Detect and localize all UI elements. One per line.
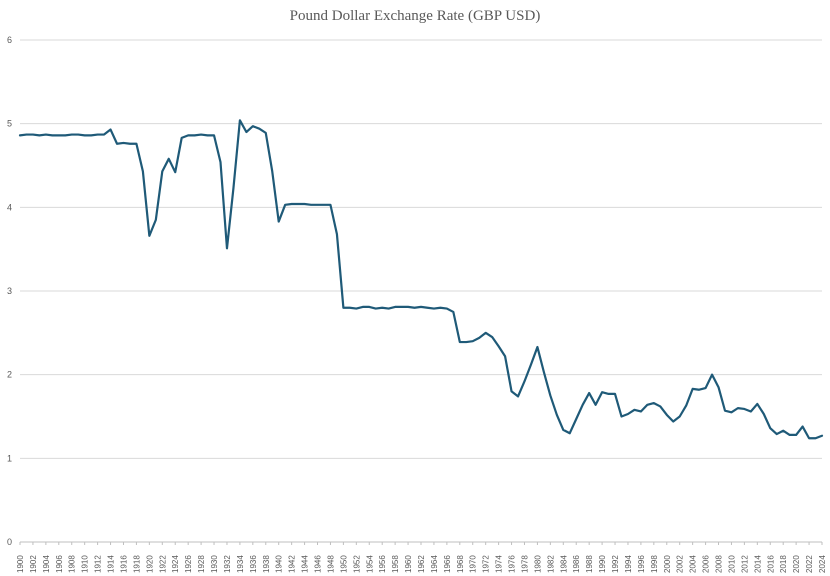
x-tick-label: 1942 [288,555,297,573]
x-tick-label: 1948 [326,555,335,573]
x-tick-label: 1974 [495,555,504,573]
x-tick-label: 1920 [145,555,154,573]
x-tick-label: 1934 [236,555,245,573]
x-tick-label: 2006 [702,555,711,573]
y-tick-label: 0 [7,537,12,547]
x-tick-label: 1900 [16,555,25,573]
x-tick-label: 1922 [158,555,167,573]
x-tick-label: 1986 [572,555,581,573]
x-tick-label: 1926 [184,555,193,573]
x-tick-label: 1962 [417,555,426,573]
x-tick-label: 1908 [68,555,77,573]
x-tick-label: 2024 [818,555,827,573]
x-tick-label: 1958 [391,555,400,573]
x-tick-label: 1936 [249,555,258,573]
x-tick-label: 1912 [94,555,103,573]
x-tick-label: 1910 [81,555,90,573]
x-tick-label: 1902 [29,555,38,573]
x-tick-label: 2000 [663,555,672,573]
x-tick-label: 1944 [301,555,310,573]
x-tick-label: 1980 [533,555,542,573]
x-tick-label: 2010 [727,555,736,573]
x-tick-label: 2018 [779,555,788,573]
x-tick-label: 2014 [753,555,762,573]
x-tick-label: 1996 [637,555,646,573]
x-tick-label: 1970 [469,555,478,573]
y-tick-label: 2 [7,370,12,380]
x-tick-label: 1906 [55,555,64,573]
y-tick-label: 3 [7,286,12,296]
x-tick-label: 1982 [546,555,555,573]
y-tick-label: 4 [7,202,12,212]
x-tick-label: 1994 [624,555,633,573]
x-tick-label: 1940 [275,555,284,573]
x-tick-label: 2002 [676,555,685,573]
x-tick-label: 1924 [171,555,180,573]
x-tick-label: 1928 [197,555,206,573]
x-tick-label: 1960 [404,555,413,573]
x-tick-label: 1998 [650,555,659,573]
x-tick-label: 1992 [611,555,620,573]
series-line [18,119,824,440]
x-tick-label: 1952 [352,555,361,573]
chart-title: Pound Dollar Exchange Rate (GBP USD) [289,8,541,24]
x-tick-label: 1966 [443,555,452,573]
x-tick-label: 1950 [339,555,348,573]
x-tick-label: 1916 [119,555,128,573]
x-tick-label: 2022 [805,555,814,573]
x-tick-label: 1930 [210,555,219,573]
x-tick-label: 1914 [107,555,116,573]
x-tick-label: 2004 [689,555,698,573]
x-tick-label: 1978 [520,555,529,573]
y-tick-label: 6 [7,35,12,45]
y-tick-label: 1 [7,453,12,463]
x-tick-label: 1932 [223,555,232,573]
x-tick-label: 1946 [314,555,323,573]
x-tick-label: 1904 [42,555,51,573]
x-tick-label: 1988 [585,555,594,573]
x-tick-label: 2016 [766,555,775,573]
x-tick-label: 1990 [598,555,607,573]
y-tick-label: 5 [7,119,12,129]
x-tick-label: 2012 [740,555,749,573]
x-tick-label: 1964 [430,555,439,573]
x-tick-label: 1968 [456,555,465,573]
x-tick-label: 1976 [508,555,517,573]
x-tick-label: 1972 [482,555,491,573]
x-tick-label: 1918 [132,555,141,573]
x-tick-label: 2020 [792,555,801,573]
x-tick-label: 1984 [559,555,568,573]
x-tick-label: 1938 [262,555,271,573]
x-tick-label: 1956 [378,555,387,573]
x-tick-label: 2008 [715,555,724,573]
x-tick-label: 1954 [365,555,374,573]
